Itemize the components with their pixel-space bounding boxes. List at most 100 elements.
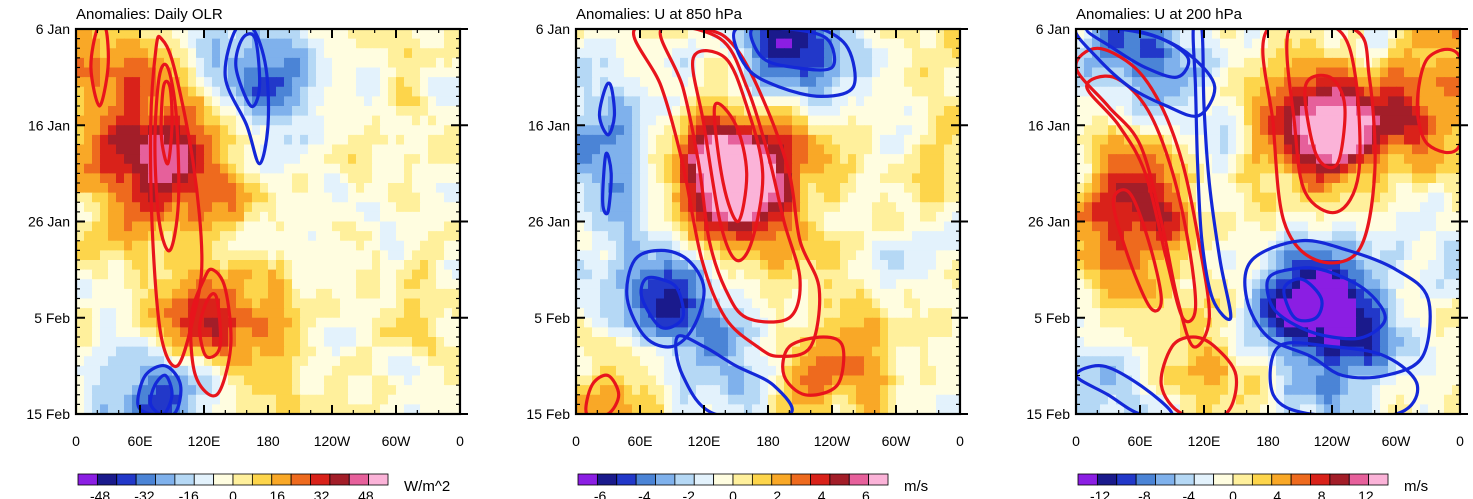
field-cell: [380, 337, 389, 348]
field-cell: [840, 404, 849, 415]
field-cell: [656, 154, 665, 165]
field-cell: [584, 86, 593, 97]
field-cell: [84, 115, 93, 126]
x-tick-label: 120W: [314, 433, 351, 449]
field-cell: [452, 38, 461, 49]
field-cell: [696, 394, 705, 405]
field-cell: [856, 260, 865, 271]
field-cell: [132, 125, 141, 136]
field-cell: [340, 356, 349, 367]
field-cell: [172, 346, 181, 357]
field-cell: [712, 327, 721, 338]
field-cell: [624, 144, 633, 155]
field-cell: [1388, 29, 1397, 40]
field-cell: [856, 327, 865, 338]
field-cell: [704, 86, 713, 97]
field-cell: [1324, 86, 1333, 97]
field-cell: [372, 134, 381, 146]
field-cell: [576, 48, 585, 59]
field-cell: [912, 221, 921, 232]
field-cell: [696, 38, 705, 49]
field-cell: [1076, 57, 1085, 69]
field-cell: [404, 96, 413, 107]
field-cell: [332, 86, 341, 97]
field-cell: [896, 29, 905, 40]
field-cell: [1396, 57, 1405, 69]
field-cell: [680, 106, 689, 117]
field-cell: [840, 279, 849, 290]
field-cell: [648, 279, 657, 290]
field-cell: [444, 298, 453, 309]
field-cell: [1132, 163, 1141, 174]
field-cell: [600, 337, 609, 348]
field-cell: [912, 346, 921, 357]
field-cell: [656, 365, 665, 377]
field-cell: [116, 394, 125, 405]
field-cell: [348, 279, 357, 290]
field-cell: [824, 404, 833, 415]
field-cell: [1140, 106, 1149, 117]
field-cell: [108, 38, 117, 49]
field-cell: [608, 48, 617, 59]
field-cell: [100, 38, 109, 49]
field-cell: [1100, 77, 1109, 88]
field-cell: [420, 29, 429, 40]
field-cell: [664, 279, 673, 290]
field-cell: [1228, 96, 1237, 107]
field-cell: [1444, 67, 1453, 78]
field-cell: [116, 346, 125, 357]
field-cell: [744, 240, 753, 251]
field-cell: [172, 279, 181, 290]
field-cell: [776, 173, 785, 184]
field-cell: [284, 337, 293, 348]
field-cell: [616, 38, 625, 49]
field-cell: [1396, 163, 1405, 174]
field-cell: [928, 250, 937, 261]
field-cell: [920, 125, 929, 136]
field-cell: [1164, 173, 1173, 184]
field-cell: [260, 106, 269, 117]
colorbar-swatch: [329, 473, 350, 486]
field-cell: [704, 298, 713, 309]
field-cell: [180, 183, 189, 194]
field-cell: [300, 144, 309, 155]
field-cell: [632, 327, 641, 338]
field-cell: [624, 134, 633, 146]
field-cell: [904, 86, 913, 97]
field-cell: [244, 163, 253, 174]
field-cell: [592, 183, 601, 194]
field-cell: [592, 288, 601, 300]
field-cell: [704, 365, 713, 377]
field-cell: [372, 67, 381, 78]
field-cell: [1092, 163, 1101, 174]
field-cell: [84, 356, 93, 367]
field-cell: [856, 86, 865, 97]
field-cell: [420, 327, 429, 338]
field-cell: [188, 48, 197, 59]
field-cell: [420, 96, 429, 107]
field-cell: [656, 308, 665, 319]
field-cell: [1388, 86, 1397, 97]
field-cell: [1404, 77, 1413, 88]
colorbar-label: -16: [179, 488, 199, 499]
field-cell: [880, 86, 889, 97]
field-cell: [220, 125, 229, 136]
field-cell: [388, 404, 397, 415]
field-cell: [1076, 144, 1085, 155]
field-cell: [84, 279, 93, 290]
field-cell: [640, 183, 649, 194]
field-cell: [252, 221, 261, 232]
field-cell: [856, 394, 865, 405]
field-cell: [1356, 86, 1365, 97]
field-cell: [904, 38, 913, 49]
field-cell: [196, 394, 205, 405]
field-cell: [164, 202, 173, 213]
field-cell: [1204, 86, 1213, 97]
field-cell: [236, 298, 245, 309]
field-cell: [752, 211, 761, 223]
field-cell: [1196, 77, 1205, 88]
field-cell: [1332, 173, 1341, 184]
field-cell: [372, 173, 381, 184]
field-cell: [896, 356, 905, 367]
field-cell: [348, 317, 357, 328]
